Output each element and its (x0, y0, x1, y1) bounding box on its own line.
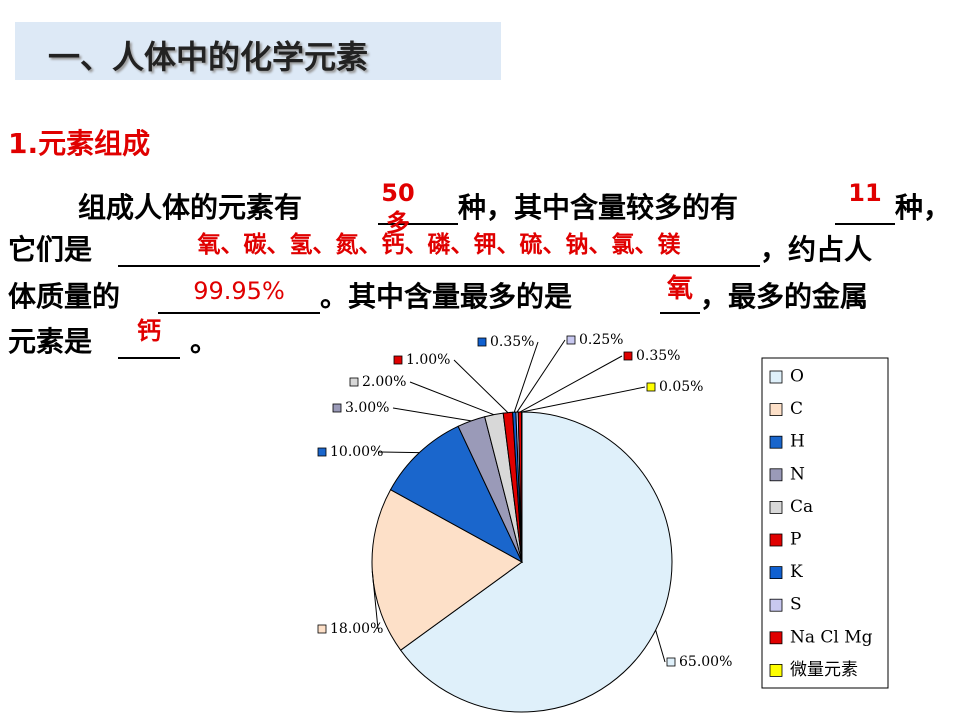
data-label: 0.05% (659, 379, 703, 395)
data-label: 18.00% (330, 621, 383, 637)
legend-swatch (769, 598, 783, 612)
pie-slice (457, 416, 523, 563)
legend-label: Ca (790, 497, 813, 517)
legend-swatch (769, 403, 783, 417)
answer: 50多 (381, 179, 415, 237)
legend-swatch (769, 500, 783, 514)
pie-slice (515, 411, 523, 563)
legend-label: Na Cl Mg (790, 627, 873, 647)
label-swatch (666, 657, 676, 667)
label-swatch (646, 382, 656, 392)
legend-swatch (769, 370, 783, 384)
pie-slice (389, 425, 524, 564)
legend-label: O (790, 367, 804, 387)
leader-line (409, 381, 495, 416)
data-label: 0.35% (490, 334, 534, 350)
legend-label: H (790, 432, 805, 452)
blank (158, 282, 320, 314)
leader-line (521, 386, 646, 413)
pie-slice (371, 489, 523, 651)
text: ，最多的金属 (700, 280, 869, 313)
legend-label: 微量元素 (790, 660, 858, 680)
section-heading: 1.元素组成 (8, 127, 151, 160)
blank (378, 193, 458, 225)
blank (660, 282, 700, 314)
text: 它们是 (8, 233, 93, 266)
data-label: 1.00% (406, 352, 450, 368)
pie-slice (512, 411, 523, 563)
title-box (15, 22, 501, 80)
blank (118, 327, 180, 359)
data-label: 0.25% (579, 332, 623, 348)
label-swatch (332, 403, 342, 413)
label-swatch (566, 335, 576, 345)
pie-slice (517, 411, 523, 563)
text: 组成人体的元素有 (78, 191, 303, 224)
data-label: 3.00% (345, 400, 389, 416)
leader-line (392, 407, 472, 422)
label-swatch (349, 377, 359, 387)
answer: 钙 (137, 317, 161, 345)
leader-line (516, 339, 566, 413)
text: 体质量的 (8, 280, 121, 313)
leader-line (513, 341, 539, 413)
text: 种，其中含量较多的有 (458, 191, 739, 224)
leader-line (453, 359, 509, 414)
text: ，约占人 (760, 233, 873, 266)
answer: 99.95% (193, 277, 285, 305)
answer: 氧 (666, 274, 693, 304)
legend-swatch (769, 468, 783, 482)
data-label: 0.35% (636, 348, 680, 364)
label-swatch (623, 351, 633, 361)
legend-label: P (790, 530, 801, 550)
legend-swatch (769, 631, 783, 645)
legend-label: S (790, 595, 802, 615)
pie-slice (484, 412, 523, 563)
legend-swatch (769, 566, 783, 579)
leader-line (519, 355, 623, 413)
data-label: 10.00% (330, 444, 383, 460)
leader-line (377, 451, 420, 454)
label-swatch (317, 624, 327, 634)
pie-slice (399, 411, 673, 713)
data-label: 65.00% (679, 654, 732, 670)
legend-label: C (790, 399, 803, 419)
slide-title: 一、人体中的化学元素 (48, 38, 369, 76)
legend-label: K (790, 562, 803, 582)
pie-slice (502, 411, 523, 563)
blank (835, 193, 895, 225)
label-swatch (393, 355, 403, 365)
text: 元素是 (8, 325, 93, 358)
label-swatch (477, 337, 487, 347)
label-swatch (317, 447, 327, 457)
legend-box (761, 357, 889, 689)
leader-line (371, 571, 379, 630)
legend-label: N (790, 464, 805, 484)
data-label: 2.00% (362, 374, 406, 390)
text: 。其中含量最多的是 (320, 280, 573, 313)
text: 。 (190, 325, 219, 358)
legend-swatch (769, 533, 783, 547)
answer: 11 (848, 179, 882, 207)
blank (118, 235, 760, 267)
leader-line (655, 629, 666, 663)
text: 种， (895, 191, 952, 224)
answer: 氧、碳、氢、氮、钙、磷、钾、硫、钠、氯、镁 (197, 232, 681, 258)
legend-swatch (769, 435, 783, 449)
legend-swatch (769, 664, 783, 677)
